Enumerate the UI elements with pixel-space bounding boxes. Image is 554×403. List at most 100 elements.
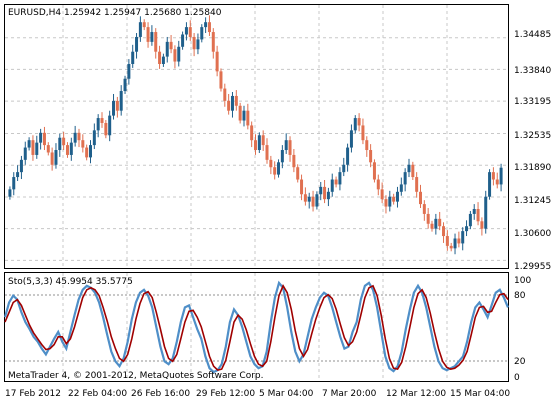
candle-body: [242, 110, 246, 121]
candle-body: [326, 191, 330, 200]
candle-body: [311, 196, 315, 207]
candle-body: [319, 186, 323, 195]
candle-body: [269, 159, 273, 168]
candle-body: [35, 142, 39, 155]
candle-body: [89, 145, 92, 158]
candle-body: [380, 189, 384, 200]
candle-body: [296, 167, 300, 180]
level-tick: 20: [514, 357, 526, 367]
candle-body: [426, 213, 430, 224]
candle-body: [273, 167, 277, 175]
price-tick: 1.34485: [514, 30, 551, 40]
candle-body: [419, 191, 422, 205]
price-panel-title: EURUSD,H4 1.25942 1.25947 1.25680 1.2584…: [8, 8, 222, 18]
candle-body: [292, 154, 296, 168]
candle-body: [250, 125, 254, 141]
candle-body: [453, 238, 457, 249]
candle-body: [480, 221, 484, 229]
candle-body: [27, 140, 31, 148]
candle-body: [8, 189, 12, 197]
price-axis: 1.34485 1.33840 1.33195 1.32535 1.31890 …: [514, 30, 551, 272]
candle-body: [376, 179, 380, 190]
time-tick: 5 Mar 04:00: [259, 389, 314, 399]
candle-body: [449, 245, 453, 249]
candle-body: [85, 147, 89, 158]
candle-body: [445, 236, 449, 246]
level-tick: 100: [514, 276, 531, 286]
candle-body: [277, 162, 281, 175]
candle-body: [491, 172, 495, 180]
candle-body: [39, 132, 43, 143]
candle-body: [388, 196, 392, 207]
candle-body: [196, 39, 200, 50]
candle-body: [384, 199, 388, 207]
candle-body: [392, 196, 396, 202]
candle-body: [361, 125, 365, 141]
candle-body: [334, 179, 338, 185]
level-tick: 80: [514, 291, 526, 301]
time-tick: 26 Feb 16:00: [131, 389, 190, 399]
candle-body: [422, 204, 426, 214]
price-tick: 1.31245: [514, 196, 551, 206]
candle-body: [434, 218, 438, 229]
candle-body: [65, 145, 69, 155]
time-tick: 22 Feb 04:00: [68, 389, 127, 399]
oscillator-axis: 100 80 20 0: [514, 276, 531, 383]
candle-body: [230, 95, 234, 111]
candle-body: [115, 100, 119, 111]
oscillator-panel-frame: [4, 272, 509, 382]
candle-body: [154, 32, 158, 52]
price-grid: [5, 5, 508, 268]
candle-body: [495, 179, 499, 185]
candle-body: [227, 100, 231, 111]
candle-body: [342, 164, 346, 173]
candle-body: [19, 159, 23, 173]
candle-body: [16, 172, 20, 178]
candle-body: [161, 56, 165, 64]
candle-body: [442, 226, 446, 237]
price-tick: 1.30600: [514, 229, 551, 239]
candle-body: [330, 179, 334, 192]
candle-body: [73, 132, 77, 143]
candle-body: [323, 186, 327, 200]
candle-body: [104, 122, 108, 136]
candle-body: [369, 150, 373, 163]
price-tick: 1.32535: [514, 131, 551, 141]
oscillator-panel[interactable]: Sto(5,3,3) 45.9954 35.5775 MetaTrader 4,…: [3, 272, 510, 382]
candle-body: [223, 88, 227, 101]
time-tick: 7 Mar 20:00: [322, 389, 377, 399]
candle-body: [184, 27, 188, 35]
candle-body: [81, 140, 85, 148]
candle-body: [108, 115, 112, 136]
candle-body: [372, 162, 376, 180]
price-tick: 1.33840: [514, 66, 551, 76]
candle-body: [265, 145, 269, 160]
candle-body: [42, 132, 46, 146]
candle-body: [12, 177, 16, 190]
candle-body: [219, 71, 223, 89]
candle-body: [261, 135, 265, 146]
candle-body: [207, 22, 211, 33]
candle-body: [411, 164, 415, 178]
time-tick: 12 Mar 12:00: [386, 389, 446, 399]
candle-body: [23, 147, 27, 160]
candle-body: [284, 140, 288, 151]
candle-body: [169, 41, 173, 50]
time-tick: 17 Feb 2012: [5, 389, 61, 399]
candle-body: [499, 167, 503, 185]
stochastic-signal-line: [4, 284, 509, 371]
candle-body: [365, 140, 369, 151]
candle-body: [131, 51, 135, 64]
candle-body: [472, 209, 476, 214]
price-tick: 1.29955: [514, 262, 551, 272]
price-panel[interactable]: EURUSD,H4 1.25942 1.25947 1.25680 1.2584…: [4, 4, 509, 269]
candle-body: [403, 172, 407, 185]
candle-body: [315, 194, 319, 207]
candle-body: [465, 226, 469, 232]
candle-body: [257, 135, 261, 151]
candle-body: [430, 223, 434, 229]
candle-body: [119, 91, 123, 111]
stochastic-main-line: [3, 280, 510, 374]
candle-body: [192, 36, 196, 50]
candle-body: [92, 130, 96, 146]
